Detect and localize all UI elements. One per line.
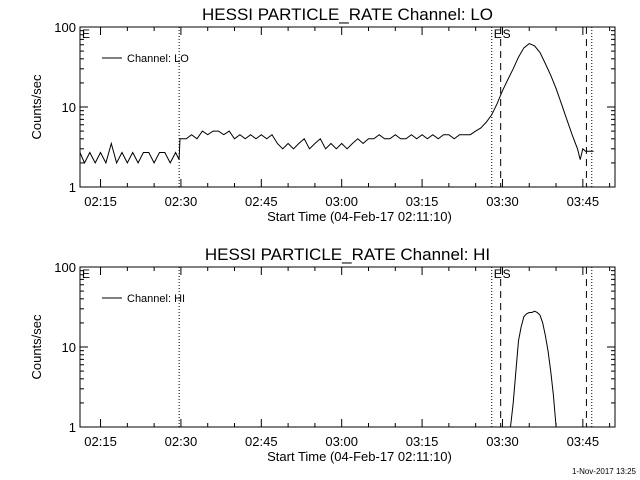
y-axis-label: Counts/sec — [29, 314, 44, 380]
x-tick-label: 02:15 — [84, 434, 117, 449]
x-tick-label: 03:45 — [567, 194, 600, 209]
x-tick-label: 03:45 — [567, 434, 600, 449]
x-tick-label: 03:30 — [486, 434, 519, 449]
x-axis-label: Start Time (04-Feb-17 02:11:10) — [267, 209, 452, 224]
legend-label: Channel: HI — [127, 293, 185, 305]
chart-panel-hi: HESSI PARTICLE_RATE Channel: HI 1 10 100 02:… — [29, 245, 616, 464]
chart-title: HESSI PARTICLE_RATE Channel: LO — [202, 5, 493, 24]
plot-frame — [79, 266, 616, 428]
marker-label: E — [82, 27, 90, 41]
series-line-hi — [510, 310, 557, 428]
x-tick-label: 02:45 — [245, 434, 278, 449]
series-line-lo — [79, 43, 594, 165]
marker-label: E — [82, 267, 90, 281]
x-tick-label: 03:30 — [486, 194, 519, 209]
marker-label: S — [503, 267, 511, 281]
x-tick-label: 03:15 — [406, 434, 439, 449]
footer-timestamp: 1-Nov-2017 13:25 — [572, 467, 637, 476]
marker-label: S — [503, 27, 511, 41]
marker-label: E — [494, 267, 502, 281]
x-tick-label: 03:00 — [325, 194, 358, 209]
plot-frame — [79, 26, 616, 188]
y-tick-label: 100 — [54, 20, 76, 35]
y-axis-label: Counts/sec — [29, 74, 44, 140]
x-tick-label: 02:15 — [84, 194, 117, 209]
y-tick-label: 1 — [69, 420, 76, 435]
x-axis-label: Start Time (04-Feb-17 02:11:10) — [267, 449, 452, 464]
y-tick-label: 10 — [62, 100, 76, 115]
legend-label: Channel: LO — [127, 53, 189, 65]
chart-panel-lo: HESSI PARTICLE_RATE Channel: LO 1 10 100 02:… — [29, 5, 616, 224]
x-tick-label: 02:45 — [245, 194, 278, 209]
x-tick-label: 03:00 — [325, 434, 358, 449]
y-tick-label: 1 — [69, 180, 76, 195]
y-tick-label: 10 — [62, 340, 76, 355]
y-tick-label: 100 — [54, 260, 76, 275]
chart-title: HESSI PARTICLE_RATE Channel: HI — [205, 245, 490, 264]
x-tick-label: 02:30 — [165, 434, 198, 449]
marker-label: E — [494, 27, 502, 41]
x-tick-label: 03:15 — [406, 194, 439, 209]
x-tick-label: 02:30 — [165, 194, 198, 209]
